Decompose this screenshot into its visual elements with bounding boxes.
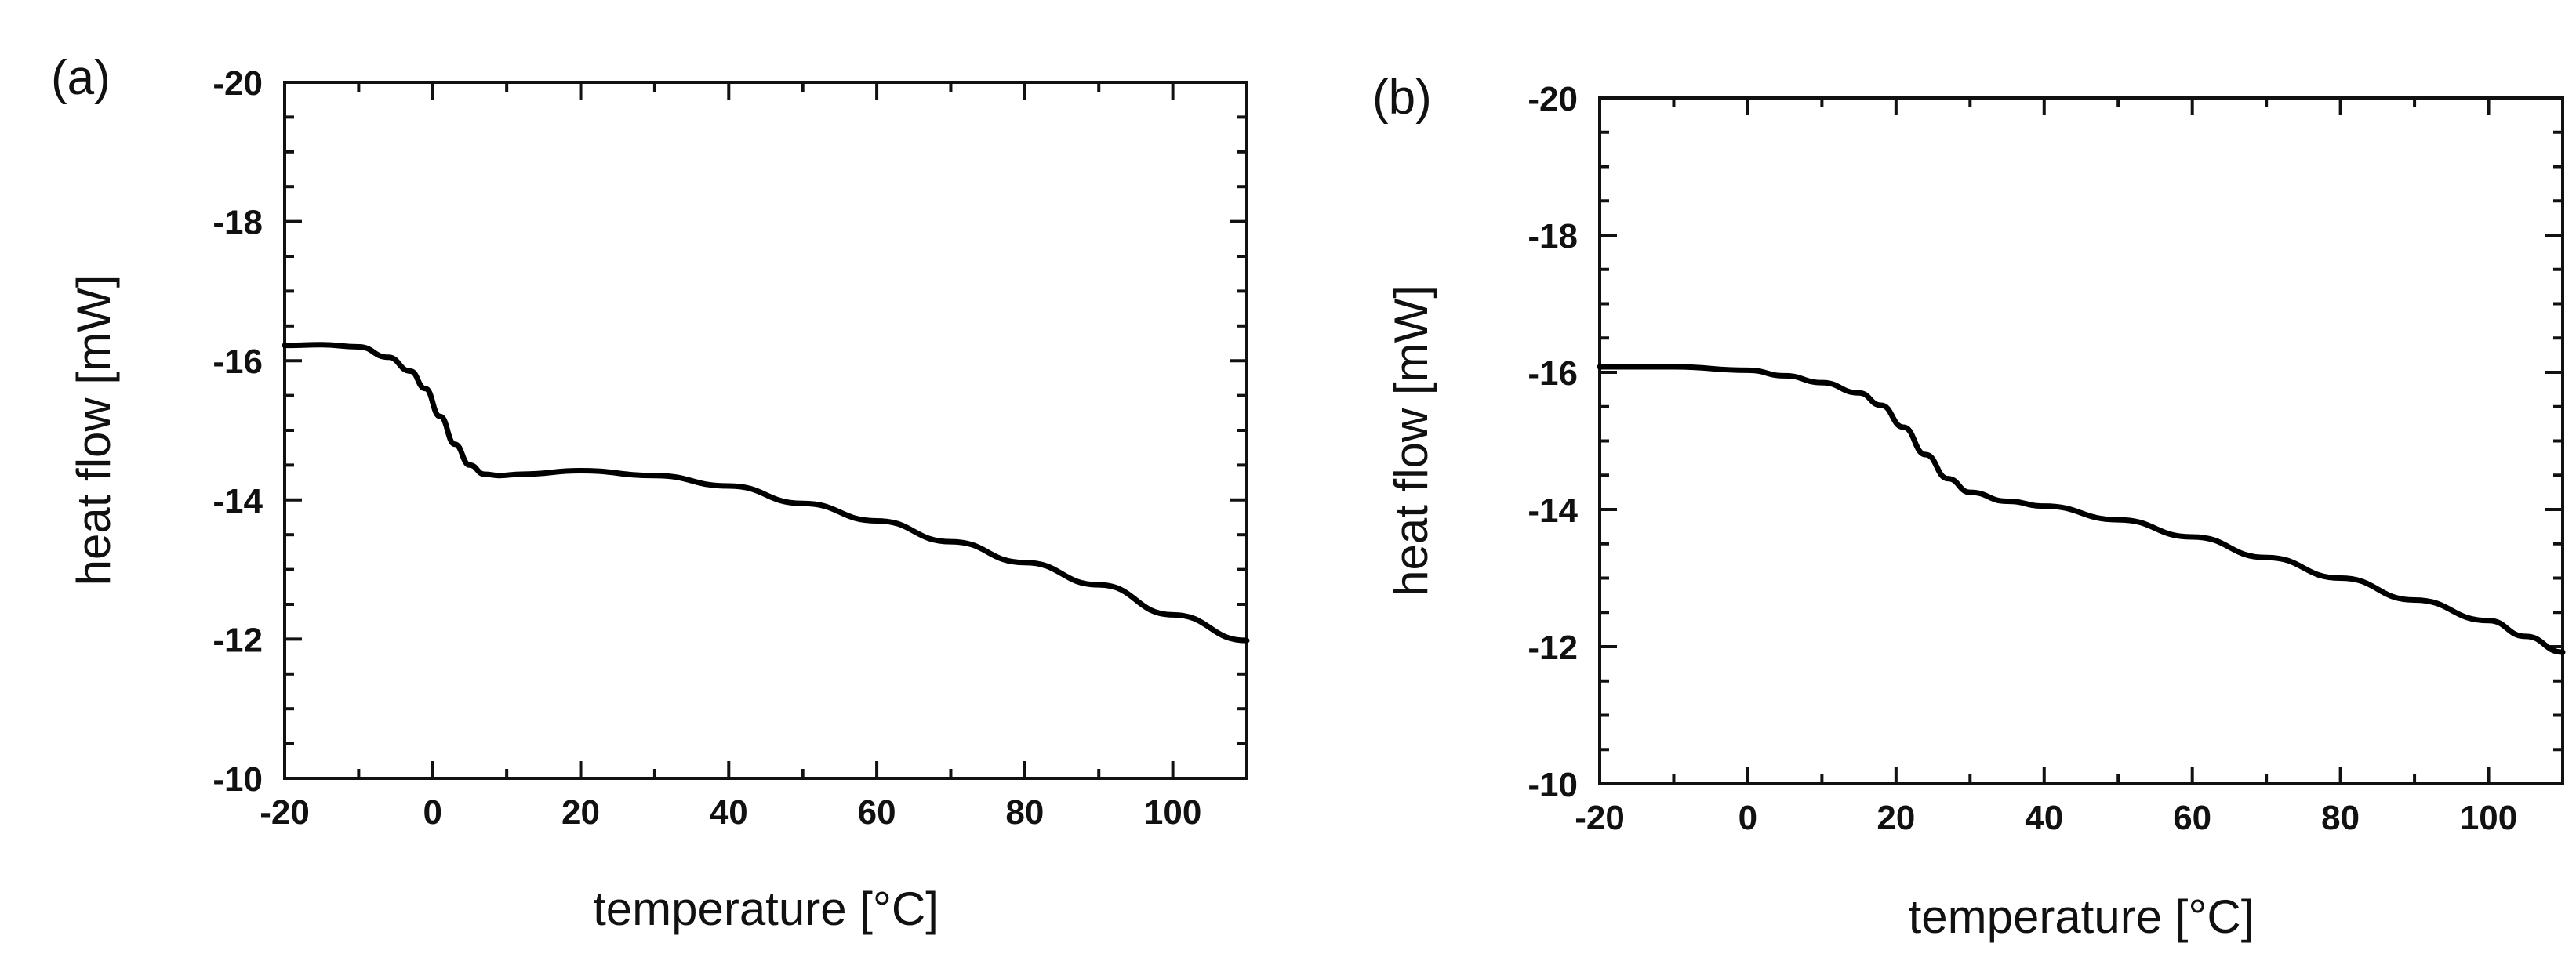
panel-label: (a) <box>51 51 111 105</box>
x-tick-label: 20 <box>1877 799 1915 837</box>
x-tick-label: 40 <box>710 793 748 832</box>
data-line-curve-a <box>282 342 1250 644</box>
x-tick-label: 0 <box>1739 799 1757 837</box>
x-tick-label: 60 <box>2173 799 2211 837</box>
x-tick-label: 80 <box>2321 799 2360 837</box>
x-tick-label: -20 <box>1575 799 1625 837</box>
x-tick-label: 20 <box>561 793 600 832</box>
x-tick-label: 0 <box>423 793 442 832</box>
plot-frame <box>1598 96 2564 785</box>
x-tick-label: 100 <box>1144 793 1201 832</box>
y-axis-title: heat flow [mW] <box>1385 285 1437 596</box>
y-tick-label: -12 <box>213 621 263 659</box>
y-tick-label: -14 <box>213 482 263 520</box>
y-tick-label: -16 <box>213 343 263 381</box>
x-tick-label: 80 <box>1005 793 1044 832</box>
y-tick-label: -16 <box>1528 354 1578 393</box>
x-axis-title: temperature [°C] <box>1909 890 2254 943</box>
x-axis-title: temperature [°C] <box>593 883 939 935</box>
x-tick-label: -20 <box>260 793 310 832</box>
chart-panel-a: -20 0 20 40 60 80 100 -20 -18 -16 -14 -12 -10 tempera… <box>51 51 1250 935</box>
y-tick-label: -14 <box>1528 491 1578 530</box>
x-tick-label: 40 <box>2025 799 2063 837</box>
y-tick-label: -12 <box>1528 629 1578 667</box>
y-tick-label: -18 <box>213 204 263 242</box>
y-tick-label: -20 <box>213 64 263 103</box>
x-tick-label: 100 <box>2460 799 2517 837</box>
panel-label: (b) <box>1372 71 1432 125</box>
y-tick-label: -20 <box>1528 80 1578 118</box>
x-tick-label: 60 <box>858 793 896 832</box>
y-tick-label: -10 <box>1528 766 1578 804</box>
y-axis-title: heat flow [mW] <box>67 275 120 586</box>
y-tick-label: -18 <box>1528 217 1578 256</box>
plot-frame <box>283 81 1248 780</box>
data-line-curve-b <box>1597 364 2566 655</box>
y-tick-label: -10 <box>213 760 263 799</box>
chart-panel-b: -20 0 20 40 60 80 100 -20 -18 -16 -14 -12 -10 tempera… <box>1372 71 2566 943</box>
